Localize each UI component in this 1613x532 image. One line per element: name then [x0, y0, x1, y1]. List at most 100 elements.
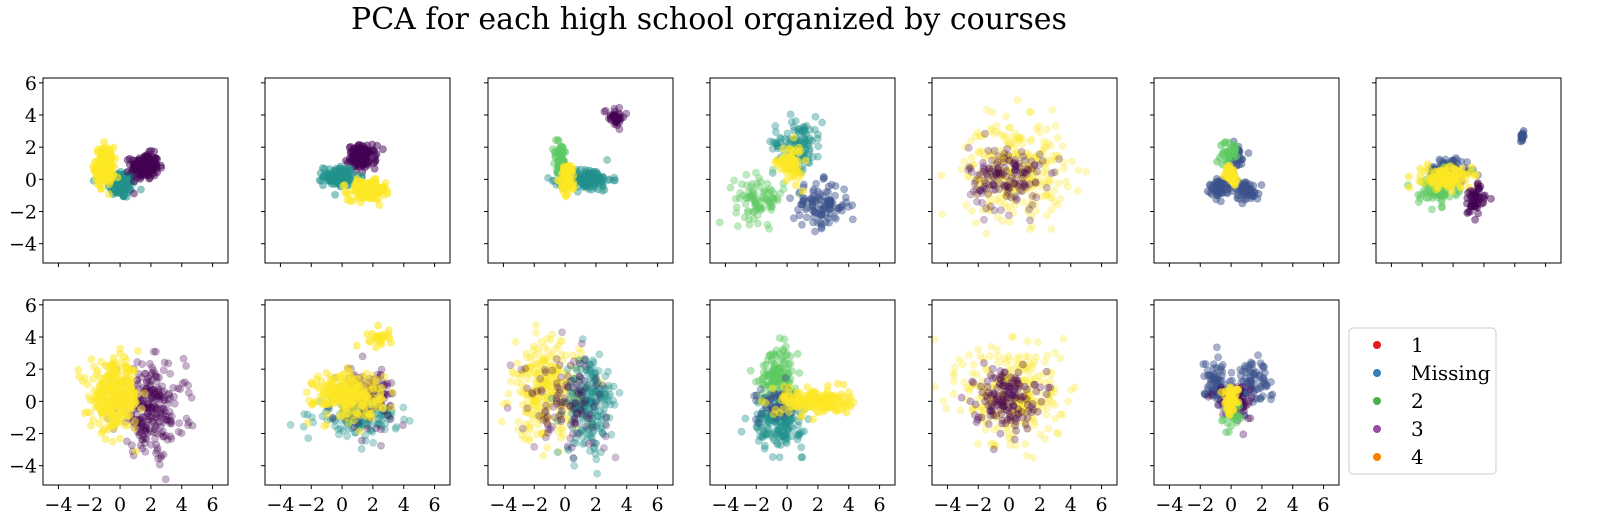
data-point	[754, 196, 763, 205]
data-point	[999, 151, 1008, 160]
data-point	[1035, 128, 1044, 137]
data-point	[570, 415, 579, 424]
data-point	[1463, 158, 1471, 166]
data-point	[817, 210, 826, 219]
scatter-points	[89, 138, 166, 201]
data-point	[591, 399, 599, 408]
data-point	[826, 199, 835, 208]
data-point	[768, 165, 777, 174]
data-point	[600, 404, 609, 413]
data-point	[764, 425, 773, 434]
data-point	[577, 174, 586, 183]
x-tick-label: 4	[398, 494, 410, 516]
data-point	[383, 411, 392, 420]
data-point	[354, 141, 363, 149]
data-point	[783, 364, 792, 373]
data-point	[523, 369, 532, 378]
data-point	[763, 195, 771, 204]
data-point	[826, 199, 835, 208]
data-point	[747, 182, 755, 191]
data-point	[613, 121, 622, 130]
data-point	[154, 392, 163, 401]
data-point	[587, 366, 595, 375]
data-point	[123, 437, 131, 446]
data-point	[368, 428, 377, 436]
data-point	[612, 117, 621, 126]
data-point	[822, 211, 830, 219]
data-point	[144, 400, 153, 409]
data-point	[513, 378, 522, 387]
data-point	[587, 397, 595, 406]
data-point	[162, 415, 171, 424]
data-point	[973, 190, 982, 198]
data-point	[814, 193, 822, 202]
data-point	[597, 448, 605, 457]
data-point	[1011, 171, 1020, 180]
data-point	[778, 352, 787, 361]
data-point	[525, 403, 534, 412]
data-point	[366, 338, 374, 346]
data-point	[563, 398, 572, 407]
data-point	[612, 117, 621, 126]
y-tick-label: 6	[25, 295, 37, 317]
data-point	[981, 130, 989, 139]
data-point	[985, 165, 993, 174]
data-point	[817, 220, 826, 229]
data-point	[557, 402, 565, 411]
scatter-points	[1404, 127, 1528, 224]
data-point	[610, 111, 619, 120]
data-point	[138, 360, 146, 368]
data-point	[981, 179, 990, 188]
data-point	[508, 367, 517, 376]
data-point	[157, 408, 166, 417]
data-point	[1028, 164, 1037, 173]
data-point	[542, 414, 550, 423]
data-point	[605, 114, 613, 123]
data-point	[811, 227, 819, 236]
data-point	[997, 159, 1005, 167]
data-point	[591, 184, 599, 192]
data-point	[523, 384, 531, 393]
data-point	[1011, 135, 1020, 144]
data-point	[775, 371, 783, 380]
data-point	[544, 174, 552, 182]
data-point	[777, 370, 786, 379]
data-point	[539, 415, 548, 424]
data-point	[972, 190, 980, 199]
data-point	[581, 356, 590, 364]
data-point	[601, 389, 610, 398]
data-point	[1230, 153, 1238, 161]
data-point	[606, 116, 615, 124]
data-point	[176, 385, 185, 393]
data-point	[588, 388, 597, 396]
data-point	[151, 372, 160, 381]
data-point	[148, 376, 157, 384]
data-point	[549, 397, 558, 406]
data-point	[532, 329, 540, 337]
data-point	[998, 217, 1007, 226]
data-point	[995, 179, 1004, 188]
data-point	[817, 223, 826, 232]
data-point	[578, 339, 586, 348]
data-point	[137, 373, 146, 382]
data-point	[793, 388, 801, 397]
data-point	[1032, 157, 1041, 165]
data-point	[816, 218, 825, 227]
data-point	[573, 410, 581, 419]
data-point	[818, 118, 826, 127]
data-point	[140, 426, 149, 435]
data-point	[378, 415, 387, 424]
data-point	[1009, 159, 1018, 168]
data-point	[1003, 132, 1011, 141]
data-point	[547, 382, 556, 391]
data-point	[533, 384, 541, 393]
data-point	[1244, 149, 1253, 157]
subplot-6	[1150, 77, 1340, 267]
data-point	[795, 369, 804, 377]
data-point	[328, 413, 337, 422]
data-point	[745, 220, 754, 229]
data-point	[588, 421, 596, 430]
data-point	[157, 391, 165, 400]
data-point	[726, 183, 735, 192]
data-point	[1019, 167, 1027, 176]
